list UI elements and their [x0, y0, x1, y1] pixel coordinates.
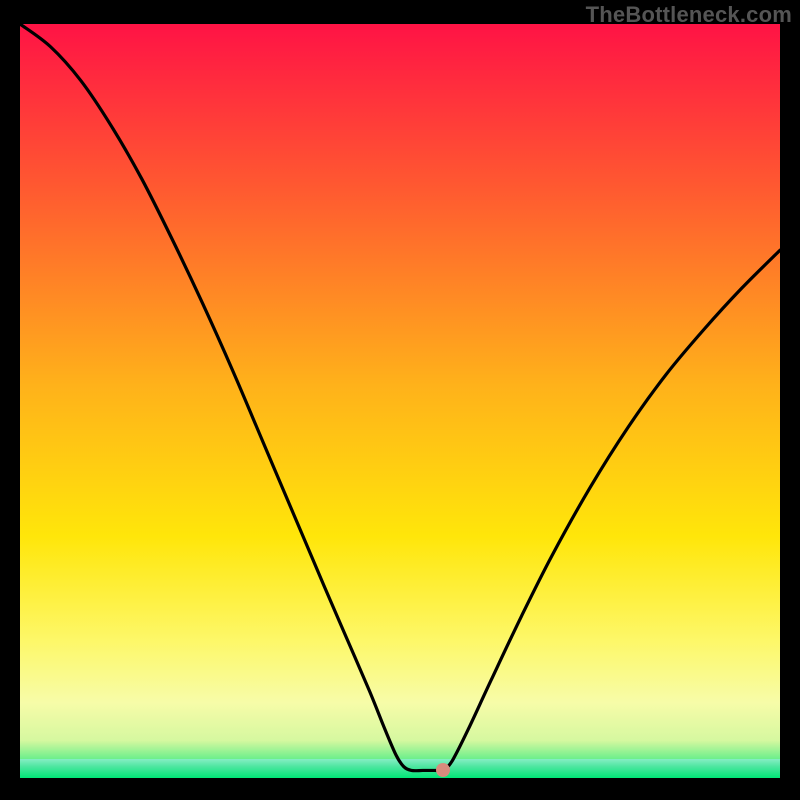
curve-path — [20, 24, 780, 771]
chart-frame: TheBottleneck.com — [0, 0, 800, 800]
bottleneck-curve — [20, 24, 780, 778]
plot-area — [20, 24, 780, 778]
optimum-marker — [436, 763, 450, 777]
